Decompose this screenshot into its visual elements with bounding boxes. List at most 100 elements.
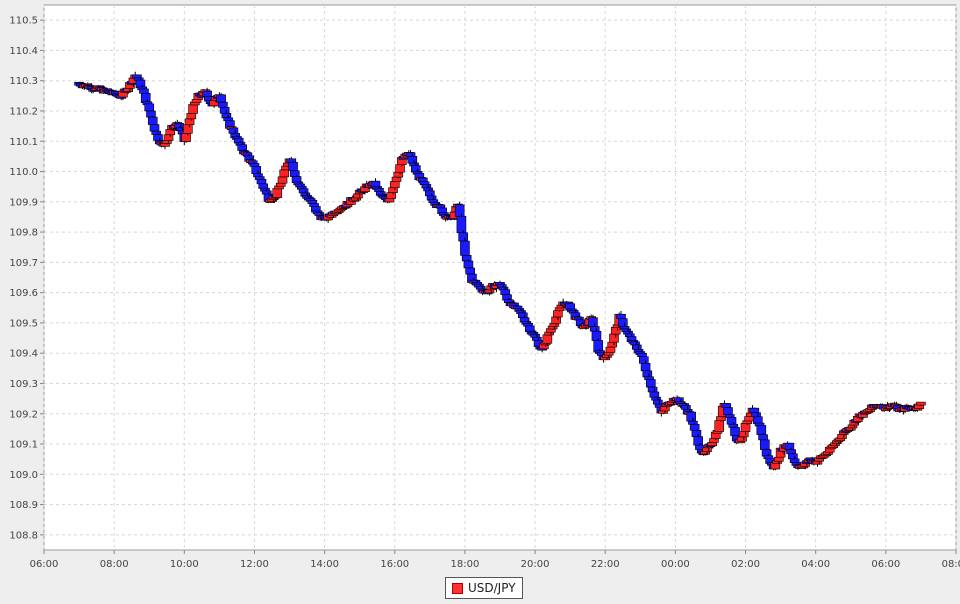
candle-down [249, 163, 260, 167]
candle-down [465, 267, 475, 275]
candle-down [216, 94, 226, 103]
candle-down [760, 439, 770, 450]
x-tick-label: 08:00 [942, 559, 960, 570]
candle-up [395, 164, 405, 173]
x-tick-label: 22:00 [591, 559, 620, 570]
candle-up [163, 134, 174, 141]
candle-up [186, 113, 197, 120]
candle-down [309, 203, 319, 207]
candle-down [631, 344, 642, 350]
candle-up [393, 171, 404, 178]
candle-down [463, 260, 474, 269]
candle-down [761, 449, 772, 457]
candle-up [353, 193, 363, 199]
y-tick-label: 110.5 [9, 16, 38, 27]
candle-up [716, 416, 726, 421]
candle-up [277, 176, 288, 184]
candle-down [784, 442, 795, 450]
plot-background [43, 4, 957, 551]
candle-down [153, 134, 163, 141]
candle-down [688, 420, 698, 425]
x-tick-label: 00:00 [661, 559, 690, 570]
y-tick-label: 109.0 [9, 470, 38, 481]
candles [74, 71, 926, 471]
candle-down [749, 407, 760, 413]
candle-up [740, 422, 751, 432]
candle-down [147, 116, 158, 125]
candle-up [123, 88, 133, 92]
candle-up [188, 104, 198, 114]
x-tick-label: 02:00 [731, 559, 760, 570]
candle-down [789, 458, 800, 463]
candle-down [223, 117, 233, 122]
candle-down [174, 123, 184, 129]
candle-down [407, 156, 418, 164]
candle-down [721, 403, 732, 408]
y-tick-label: 110.3 [9, 76, 38, 87]
candle-up [549, 322, 560, 327]
x-tick-label: 06:00 [30, 559, 59, 570]
candle-down [288, 161, 298, 172]
candle-up [542, 334, 553, 344]
candle-down [139, 88, 149, 94]
candle-down [686, 411, 696, 422]
candle-down [461, 255, 472, 262]
candle-up [605, 346, 616, 353]
x-tick-label: 14:00 [310, 559, 339, 570]
candle-down [298, 188, 309, 194]
candle-up [553, 310, 563, 318]
candle-down [218, 101, 228, 108]
y-tick-label: 109.3 [9, 379, 38, 390]
candle-down [616, 313, 626, 320]
candle-down [458, 232, 468, 242]
candle-up [388, 187, 398, 193]
candle-down [730, 427, 740, 436]
candle-down [689, 424, 700, 431]
x-tick-label: 08:00 [100, 559, 129, 570]
x-tick-label: 18:00 [451, 559, 480, 570]
candle-down [502, 294, 512, 301]
candle-down [588, 317, 598, 327]
candle-down [647, 386, 658, 393]
x-axis: 06:00 08:00 10:00 12:00 14:00 16:00 18:00 20:00… [30, 550, 960, 570]
candle-down [674, 397, 684, 403]
candle-down [228, 127, 239, 134]
candle-up [391, 176, 402, 182]
candle-down [651, 396, 661, 401]
candle-down [144, 103, 155, 112]
candle-down [642, 370, 653, 378]
candle-down [405, 152, 416, 157]
candle-down [630, 341, 640, 346]
grid [43, 5, 957, 550]
candle-down [637, 352, 647, 358]
x-tick-label: 16:00 [380, 559, 409, 570]
candle-up [660, 406, 670, 412]
candle-down [435, 204, 446, 209]
y-tick-label: 110.1 [9, 137, 38, 148]
legend-swatch [452, 582, 463, 594]
candle-down [146, 110, 156, 118]
candle-up [609, 333, 619, 343]
candle-down [639, 356, 649, 364]
candle-up [161, 140, 172, 144]
candle-down [646, 379, 656, 388]
candle-down [242, 152, 253, 157]
y-tick-label: 109.5 [9, 318, 38, 329]
candle-down [256, 178, 267, 185]
candle-down [454, 204, 465, 217]
candle-down [251, 166, 262, 174]
candle-down [261, 190, 272, 195]
candle-down [423, 187, 433, 192]
candle-down [591, 330, 602, 341]
candle-down [149, 124, 160, 132]
y-tick-label: 108.9 [9, 500, 38, 511]
y-tick-label: 109.1 [9, 440, 38, 451]
legend-label: USD/JPY [468, 581, 516, 595]
candle-up [275, 182, 286, 187]
candle-up [916, 401, 926, 406]
candle-up [702, 447, 712, 453]
x-tick-label: 06:00 [871, 559, 900, 570]
candle-down [258, 183, 269, 189]
candle-down [786, 449, 796, 455]
